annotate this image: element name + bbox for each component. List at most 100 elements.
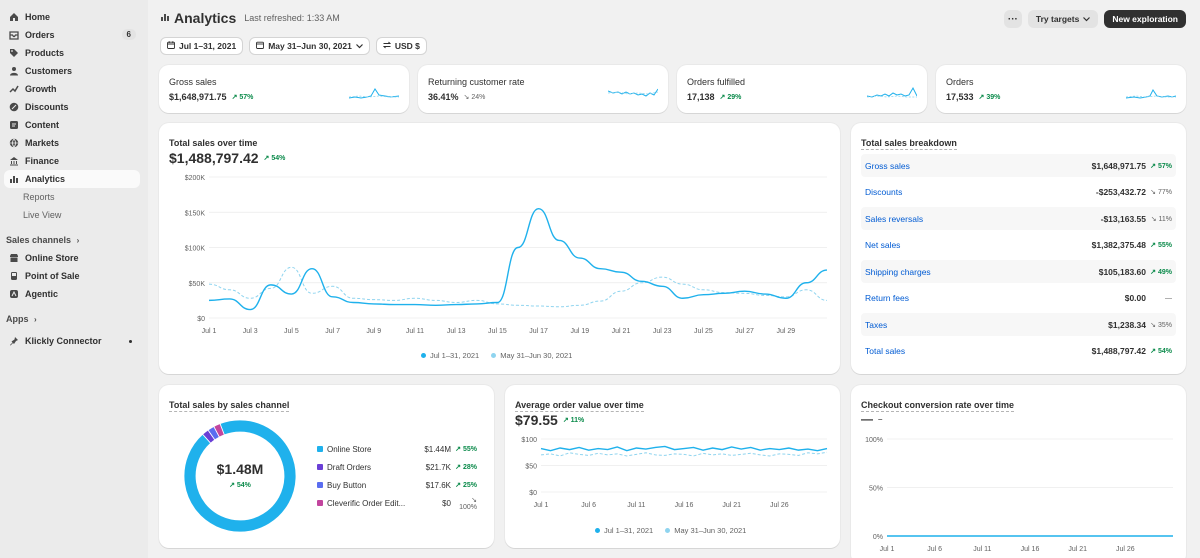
y-tick-label: $100 <box>521 437 537 444</box>
sidebar-item-orders[interactable]: Orders 6 <box>4 26 140 44</box>
breakdown-row[interactable]: Sales reversals -$13,163.55 ↘ 11% <box>861 207 1176 230</box>
card-title[interactable]: Total sales over time <box>169 138 258 148</box>
breakdown-label[interactable]: Net sales <box>865 240 901 250</box>
y-tick-label: $50K <box>189 281 206 288</box>
x-tick-label: Jul 11 <box>627 502 645 509</box>
y-tick-label: 100% <box>865 437 883 444</box>
date-range-picker[interactable]: Jul 1–31, 2021 <box>160 37 244 55</box>
conversion-line-chart[interactable]: 0% 50% 100% Jul 1 Jul 6 Jul 11 Jul 16 Jul 21 Jul… <box>851 430 1186 558</box>
sidebar-item-content[interactable]: Content <box>4 116 140 134</box>
breakdown-row[interactable]: Shipping charges $105,183.60 ↗ 49% <box>861 260 1176 283</box>
kpi-card-gross-sales[interactable]: Gross sales $1,648,971.75 ↗ 57% <box>159 65 409 113</box>
checkout-conversion-card: Checkout conversion rate over time — – 0… <box>851 385 1186 558</box>
channel-row[interactable]: Buy Button $17.6K ↗ 25% <box>317 478 477 492</box>
legend-swatch <box>595 528 600 533</box>
currency-picker[interactable]: USD $ <box>375 37 427 55</box>
sidebar-item-agentic[interactable]: Agentic <box>4 285 140 303</box>
sidebar-subitem-live-view[interactable]: Live View <box>23 210 62 220</box>
chart-legend: Jul 1–31, 2021 May 31–Jun 30, 2021 <box>595 526 746 535</box>
kpi-label: Orders <box>946 77 974 87</box>
sidebar-item-label: Customers <box>25 66 73 76</box>
more-actions-button[interactable]: ··· <box>1003 10 1022 28</box>
sidebar-item-label: Klickly Connector <box>25 336 102 346</box>
app-status-dot <box>129 340 132 343</box>
breakdown-row[interactable]: Gross sales $1,648,971.75 ↗ 57% <box>861 154 1176 177</box>
breakdown-label[interactable]: Total sales <box>865 346 906 356</box>
aov-line-chart[interactable]: $0 $50 $100 Jul 1 Jul 6 Jul 11 Jul 16 Jul 21 Jul… <box>505 432 840 517</box>
card-title[interactable]: Checkout conversion rate over time <box>861 400 1015 412</box>
channel-value: $0 <box>442 498 451 508</box>
legend-item-previous[interactable]: May 31–Jun 30, 2021 <box>665 526 746 535</box>
sidebar-item-label: Analytics <box>25 174 66 184</box>
legend-item-current[interactable]: Jul 1–31, 2021 <box>595 526 653 535</box>
kpi-label: Returning customer rate <box>428 77 525 87</box>
try-targets-button[interactable]: Try targets <box>1027 10 1099 28</box>
channel-swatch <box>317 482 323 488</box>
kpi-change: ↗ 29% <box>719 94 742 101</box>
breakdown-row[interactable]: Taxes $1,238.34 ↘ 35% <box>861 313 1176 336</box>
sidebar-item-label: Finance <box>25 156 60 166</box>
sidebar-item-online-store[interactable]: Online Store <box>4 249 140 267</box>
breakdown-row[interactable]: Discounts -$253,432.72 ↘ 77% <box>861 181 1176 204</box>
sidebar-item-point-of-sale[interactable]: Point of Sale <box>4 267 140 285</box>
kpi-value-row: 17,138 ↗ 29% <box>687 92 741 102</box>
content-icon <box>8 120 19 131</box>
breakdown-row[interactable]: Total sales $1,488,797.42 ↗ 54% <box>861 340 1176 363</box>
total-sales-change: ↗ 54% <box>263 155 286 162</box>
kpi-value-row: 17,533 ↗ 39% <box>946 92 1000 102</box>
currency-label: USD $ <box>394 41 420 51</box>
kpi-card-orders[interactable]: Orders 17,533 ↗ 39% <box>936 65 1186 113</box>
breakdown-row[interactable]: Net sales $1,382,375.48 ↗ 55% <box>861 234 1176 257</box>
channel-row[interactable]: Draft Orders $21.7K ↗ 28% <box>317 460 477 474</box>
sidebar-item-customers[interactable]: Customers <box>4 62 140 80</box>
total-sales-value-row: $1,488,797.42 ↗ 54% <box>169 150 285 166</box>
breakdown-value: $105,183.60 <box>1098 266 1146 277</box>
breakdown-label[interactable]: Shipping charges <box>865 266 931 277</box>
legend-item-previous[interactable]: May 31–Jun 30, 2021 <box>491 351 572 360</box>
sidebar-item-analytics[interactable]: Analytics <box>4 170 140 188</box>
breakdown-label[interactable]: Discounts <box>865 187 903 197</box>
kpi-card-orders-fulfilled[interactable]: Orders fulfilled 17,138 ↗ 29% <box>677 65 927 113</box>
channel-row[interactable]: Online Store $1.44M ↗ 55% <box>317 442 477 456</box>
card-title[interactable]: Average order value over time <box>515 400 644 412</box>
x-tick-label: Jul 26 <box>770 502 789 509</box>
x-tick-label: Jul 25 <box>694 328 713 335</box>
kpi-value-row: $1,648,971.75 ↗ 57% <box>169 92 253 102</box>
breakdown-row[interactable]: Return fees $0.00 — <box>861 287 1176 310</box>
x-tick-label: Jul 6 <box>581 502 596 509</box>
sidebar-subitem-reports[interactable]: Reports <box>23 192 55 202</box>
apps-label: Apps <box>6 314 29 324</box>
sales-channels-heading[interactable]: Sales channels › <box>0 231 148 249</box>
breakdown-value: $0.00 <box>1124 293 1146 303</box>
breakdown-label[interactable]: Return fees <box>865 293 909 303</box>
sparkline <box>349 88 399 99</box>
kpi-change-value: 24% <box>471 94 486 101</box>
breakdown-label[interactable]: Sales reversals <box>865 213 924 224</box>
sidebar-item-klickly-connector[interactable]: Klickly Connector <box>4 332 140 350</box>
total-sales-line-chart[interactable]: $0 $50K $100K $150K $200K Jul 1 Jul 3 Jul 5 Jul … <box>159 168 840 353</box>
breakdown-label[interactable]: Taxes <box>865 319 888 330</box>
card-title[interactable]: Total sales breakdown <box>861 138 957 150</box>
sidebar-item-markets[interactable]: Markets <box>4 134 140 152</box>
card-title[interactable]: Total sales by sales channel <box>169 400 290 412</box>
sales-channel-donut-chart[interactable] <box>182 418 298 534</box>
sidebar-item-finance[interactable]: Finance <box>4 152 140 170</box>
channel-row[interactable]: Cleverific Order Edit... $0 ↘ 100% <box>317 496 477 511</box>
apps-heading[interactable]: Apps › <box>0 310 148 328</box>
legend-item-current[interactable]: Jul 1–31, 2021 <box>421 351 479 360</box>
chart-legend: Jul 1–31, 2021 May 31–Jun 30, 2021 <box>421 351 572 360</box>
breakdown-label[interactable]: Gross sales <box>865 160 910 171</box>
new-exploration-button[interactable]: New exploration <box>1104 10 1186 28</box>
globe-icon <box>8 138 19 149</box>
sidebar-item-growth[interactable]: Growth <box>4 80 140 98</box>
sparkline <box>608 88 658 97</box>
sidebar-item-discounts[interactable]: Discounts <box>4 98 140 116</box>
comparison-period-picker[interactable]: May 31–Jun 30, 2021 <box>249 37 370 55</box>
growth-icon <box>8 84 19 95</box>
sidebar-item-label: Agentic <box>25 289 59 299</box>
sidebar-item-products[interactable]: Products <box>4 44 140 62</box>
exchange-icon <box>382 41 391 51</box>
kpi-card-returning-customer-rate[interactable]: Returning customer rate 36.41% ↘ 24% <box>418 65 668 113</box>
sidebar-item-home[interactable]: Home <box>4 8 140 26</box>
donut-slice <box>213 423 225 438</box>
